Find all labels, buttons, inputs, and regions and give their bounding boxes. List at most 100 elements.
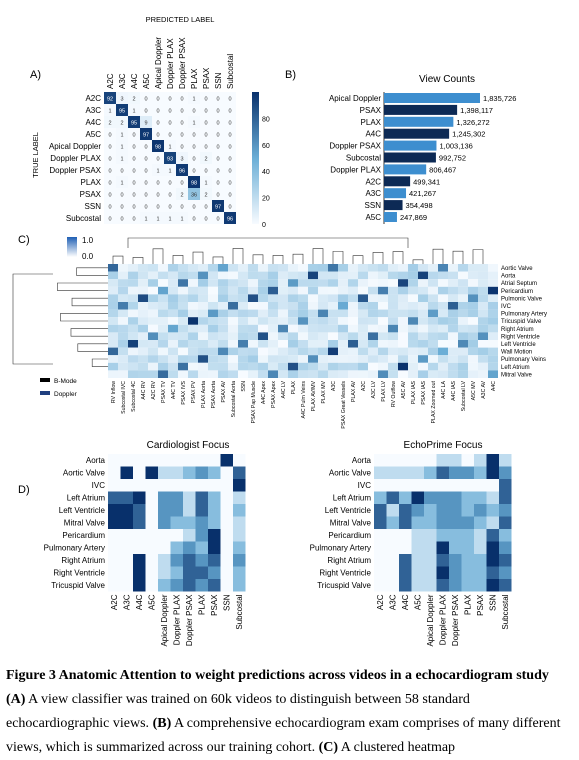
cluster-cell (158, 325, 168, 333)
cluster-cell (488, 279, 498, 287)
cluster-cell (478, 370, 488, 378)
cluster-cell (408, 264, 418, 272)
cluster-cell (418, 264, 428, 272)
cluster-cell (138, 317, 148, 325)
cluster-cell (378, 348, 388, 356)
cluster-cell (468, 294, 478, 302)
cf-cell (108, 554, 121, 567)
view-counts-value-label: 354,498 (406, 201, 433, 210)
confusion-cell-value: 0 (168, 205, 171, 211)
cf-row-label: Mitral Valve (64, 519, 106, 528)
cf-cell (233, 454, 246, 467)
cluster-cell (318, 279, 328, 287)
cluster-cell (348, 294, 358, 302)
ep-cell (474, 567, 487, 580)
ep-cell (487, 504, 500, 517)
confusion-colorbar-tick: 60 (262, 143, 270, 150)
cf-cell (108, 467, 121, 480)
cluster-cell (378, 264, 388, 272)
confusion-cell-value: 0 (228, 121, 231, 127)
cf-cell (121, 504, 134, 517)
cluster-cell (348, 332, 358, 340)
ep-row-label: Aortic Valve (329, 469, 372, 478)
cluster-cell (368, 302, 378, 310)
cluster-colorbar (67, 237, 77, 257)
cluster-cell (488, 340, 498, 348)
cluster-cell (178, 310, 188, 318)
cf-cell (121, 454, 134, 467)
ep-cell (499, 554, 512, 567)
confusion-cell-value: 0 (168, 97, 171, 103)
cluster-cell (228, 264, 238, 272)
cluster-cell (258, 325, 268, 333)
cluster-cell (408, 340, 418, 348)
confusion-col-label: A4C (130, 73, 139, 89)
ep-cell (424, 467, 437, 480)
cluster-dendrogram-branch (13, 274, 53, 364)
cluster-cell (158, 302, 168, 310)
cluster-cell (228, 272, 238, 280)
cluster-cell (218, 317, 228, 325)
cluster-cell (168, 310, 178, 318)
cf-cell (146, 504, 159, 517)
cf-cell (221, 492, 234, 505)
cluster-cell (308, 264, 318, 272)
ep-cell (449, 579, 462, 592)
cluster-cell (248, 370, 258, 378)
cluster-cell (418, 355, 428, 363)
cluster-cell (378, 279, 388, 287)
cluster-cell (228, 294, 238, 302)
cluster-cell (208, 370, 218, 378)
cluster-cell (188, 325, 198, 333)
cluster-cell (288, 294, 298, 302)
cluster-col-label: A3C AV (481, 380, 487, 398)
cluster-cell (238, 325, 248, 333)
cluster-cell (448, 363, 458, 371)
cluster-cell (238, 310, 248, 318)
cluster-cell (398, 279, 408, 287)
confusion-cell-value: 0 (180, 133, 183, 139)
cluster-cell (118, 340, 128, 348)
cluster-cell (198, 294, 208, 302)
cluster-cell (398, 355, 408, 363)
cluster-cell (408, 279, 418, 287)
cluster-dendrogram-branch (353, 256, 363, 264)
confusion-cell-value: 9 (144, 121, 147, 127)
cluster-dendrogram-branch (153, 249, 163, 264)
cluster-dendrogram-branch (213, 257, 223, 264)
cluster-cell (328, 370, 338, 378)
confusion-cell-value: 0 (216, 157, 219, 163)
cluster-cell (188, 302, 198, 310)
cf-cell (146, 454, 159, 467)
caption-body: (A) A view classifier was trained on 60k… (6, 688, 574, 760)
confusion-cell-value: 96 (227, 217, 233, 223)
cluster-cell (128, 272, 138, 280)
confusion-cell-value: 0 (120, 205, 123, 211)
cluster-cell (368, 279, 378, 287)
confusion-cell-value: 0 (204, 109, 207, 115)
ep-cell (449, 517, 462, 530)
cluster-cell (348, 287, 358, 295)
cluster-cell (318, 332, 328, 340)
cluster-cell (328, 348, 338, 356)
cluster-cell (488, 325, 498, 333)
cluster-cell (388, 363, 398, 371)
cluster-cell (298, 363, 308, 371)
cf-cell (121, 529, 134, 542)
cf-cell (183, 479, 196, 492)
confusion-cell-value: 0 (156, 181, 159, 187)
cluster-cell (458, 294, 468, 302)
cluster-cell (338, 340, 348, 348)
cluster-cell (468, 370, 478, 378)
cluster-col-label: PSAX TV (161, 380, 167, 402)
cluster-cell (488, 363, 498, 371)
cluster-dendrogram-branch (128, 238, 408, 248)
cluster-cell (368, 355, 378, 363)
cluster-cell (328, 310, 338, 318)
cf-cell (233, 567, 246, 580)
ep-cell (387, 454, 400, 467)
cluster-cell (238, 348, 248, 356)
cluster-cell (368, 294, 378, 302)
cluster-cell (438, 363, 448, 371)
confusion-matrix: PREDICTED LABEL TRUE LABEL 92 3 2 0 0 0 0 1 0 0 01… (31, 15, 270, 229)
